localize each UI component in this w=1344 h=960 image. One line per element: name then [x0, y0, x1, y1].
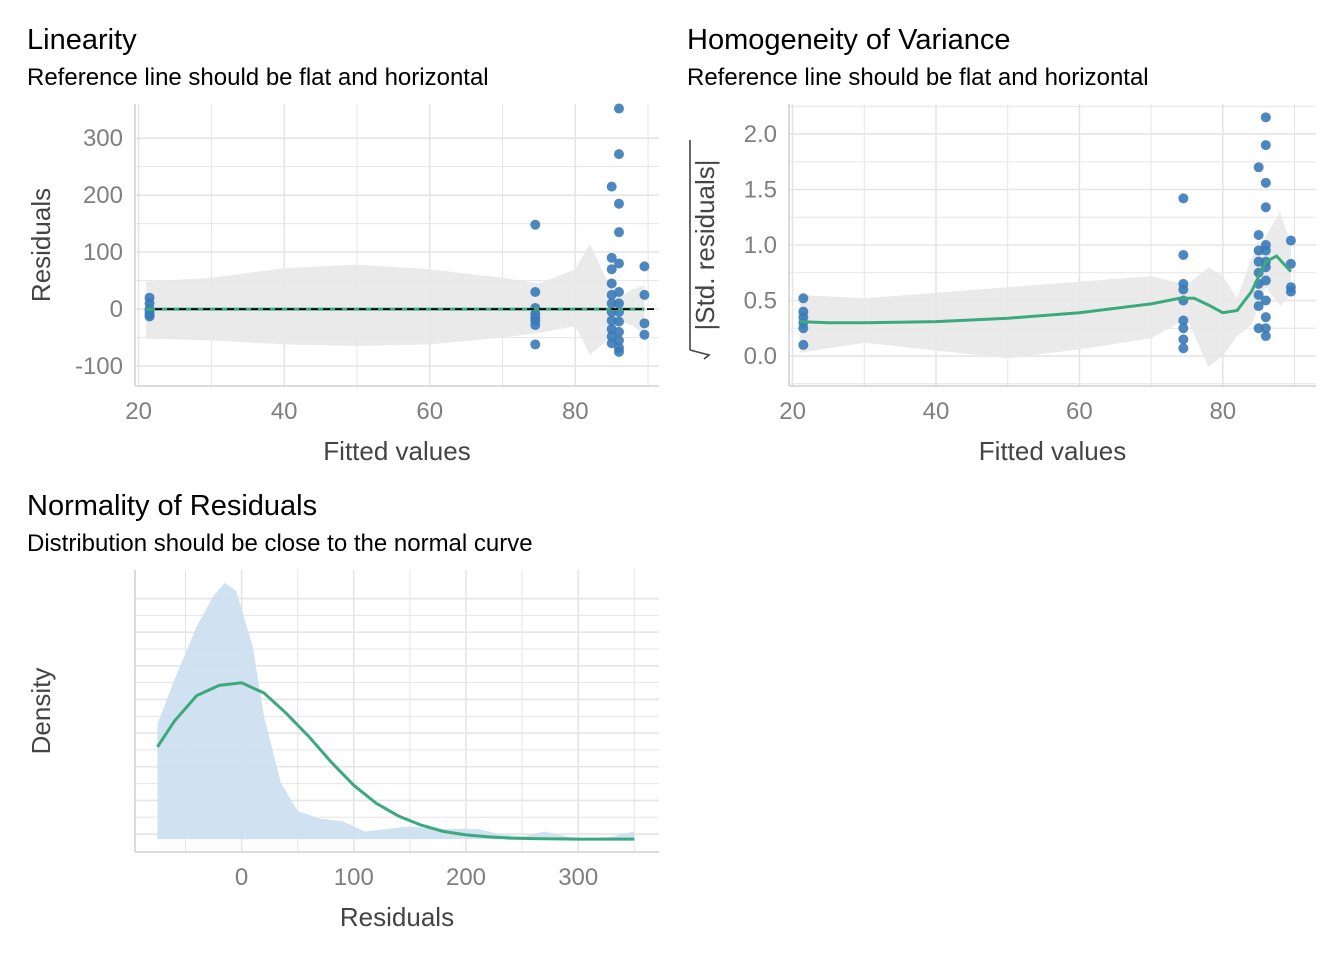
normality-density-area [157, 582, 635, 840]
homogeneity-point [1178, 315, 1189, 326]
linearity-point [639, 261, 650, 272]
linearity-y-tick-label: -100 [75, 353, 123, 380]
homogeneity-point [1260, 275, 1271, 286]
linearity-point [144, 311, 155, 322]
linearity-point [613, 198, 624, 209]
linearity-x-tick-label: 80 [562, 398, 589, 425]
homogeneity-point [1285, 258, 1296, 269]
homogeneity-point [1285, 235, 1296, 246]
homogeneity-x-tick-label: 80 [1209, 398, 1236, 425]
homogeneity-point [1178, 284, 1189, 295]
panel-subtitle-linearity: Reference line should be flat and horizo… [27, 64, 489, 91]
homogeneity-point [1285, 286, 1296, 297]
linearity-point [639, 318, 650, 329]
homogeneity-x-tick-label: 20 [779, 398, 806, 425]
homogeneity-point [798, 293, 809, 304]
normality-x-tick-label: 100 [334, 864, 374, 891]
linearity-point [613, 316, 624, 327]
panel-subtitle-homogeneity: Reference line should be flat and horizo… [687, 64, 1149, 91]
linearity-confidence-ribbon [145, 243, 645, 355]
linearity-y-tick-label: 200 [83, 182, 123, 209]
linearity-point [613, 227, 624, 238]
linearity-y-tick-label: 0 [110, 296, 123, 323]
homogeneity-point [1260, 312, 1271, 323]
linearity-y-tick-label: 100 [83, 239, 123, 266]
linearity-point [530, 287, 541, 297]
linearity-x-axis-title: Fitted values [323, 436, 470, 466]
homogeneity-point [1253, 301, 1264, 312]
homogeneity-confidence-ribbon [799, 211, 1291, 368]
homogeneity-point [1178, 343, 1189, 354]
homogeneity-point [1260, 202, 1271, 213]
linearity-point [613, 287, 624, 297]
linearity-point [606, 278, 617, 289]
normality-x-tick-label: 300 [558, 864, 598, 891]
homogeneity-point [1253, 230, 1264, 241]
linearity-point [613, 335, 624, 346]
linearity-point [639, 329, 650, 340]
normality-y-axis-title: Density [26, 668, 56, 755]
linearity-point [613, 149, 624, 160]
linearity-point [530, 339, 541, 350]
homogeneity-point [1253, 323, 1264, 334]
linearity-point [613, 346, 624, 357]
linearity-point [530, 219, 541, 230]
normality-normal-curve [156, 681, 635, 841]
homogeneity-y-tick-label: 0.5 [744, 288, 777, 315]
homogeneity-point [798, 323, 809, 334]
linearity-point [613, 258, 624, 269]
homogeneity-point [1260, 331, 1271, 342]
linearity-x-tick-label: 20 [125, 398, 152, 425]
homogeneity-y-tick-label: 1.5 [744, 176, 777, 203]
linearity-point [606, 252, 617, 263]
homogeneity-point [1253, 162, 1264, 173]
homogeneity-point [1260, 140, 1271, 151]
homogeneity-point [798, 339, 809, 350]
linearity-point [613, 103, 624, 114]
linearity-point [606, 331, 617, 342]
homogeneity-y-tick-label: 0.0 [744, 343, 777, 370]
normality-x-tick-label: 0 [235, 864, 248, 891]
linearity-y-tick-label: 300 [83, 125, 123, 152]
linearity-y-axis-title: Residuals [26, 188, 56, 302]
homogeneity-point [1260, 177, 1271, 188]
homogeneity-point [1260, 323, 1271, 334]
homogeneity-x-tick-label: 40 [923, 398, 950, 425]
panel-title-homogeneity: Homogeneity of Variance [687, 24, 1011, 56]
linearity-point [606, 298, 617, 309]
linearity-x-tick-label: 40 [271, 398, 298, 425]
homogeneity-point [1253, 256, 1264, 267]
linearity-point [530, 320, 541, 331]
panel-title-linearity: Linearity [27, 24, 137, 56]
homogeneity-point [1260, 245, 1271, 256]
homogeneity-point [1178, 249, 1189, 260]
linearity-point [613, 298, 624, 309]
linearity-point [606, 181, 617, 192]
homogeneity-point [1253, 245, 1264, 256]
linearity-point [639, 289, 650, 300]
homogeneity-point [1260, 295, 1271, 306]
linearity-x-tick-label: 60 [416, 398, 443, 425]
homogeneity-x-axis-title: Fitted values [979, 436, 1126, 466]
homogeneity-sqrt-sign [689, 140, 711, 360]
homogeneity-y-tick-label: 2.0 [744, 121, 777, 148]
homogeneity-point [1178, 323, 1189, 334]
homogeneity-point [1260, 112, 1271, 123]
homogeneity-point [1178, 193, 1189, 204]
homogeneity-point [1178, 334, 1189, 345]
linearity-point [606, 264, 617, 275]
panel-title-normality: Normality of Residuals [27, 490, 318, 522]
normality-x-tick-label: 200 [446, 864, 486, 891]
homogeneity-y-axis-title-group: |Std. residuals| [689, 140, 720, 360]
panel-subtitle-normality: Distribution should be close to the norm… [27, 530, 533, 557]
homogeneity-point [1253, 289, 1264, 300]
homogeneity-x-tick-label: 60 [1066, 398, 1093, 425]
homogeneity-y-tick-label: 1.0 [744, 232, 777, 259]
homogeneity-y-axis-title: |Std. residuals| [690, 159, 720, 330]
normality-x-axis-title: Residuals [340, 902, 454, 932]
linearity-point [613, 326, 624, 337]
homogeneity-fit-line [799, 254, 1293, 325]
